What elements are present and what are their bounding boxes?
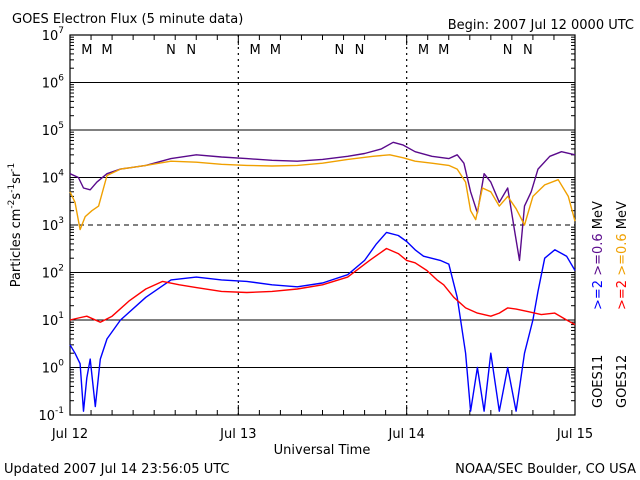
x-axis-label: Universal Time (274, 443, 371, 458)
noon-midnight-marker: M (270, 43, 281, 58)
y-tick-exponent: 0 (58, 359, 64, 369)
noon-midnight-marker: N (186, 43, 196, 58)
series-group (69, 141, 576, 412)
y-tick-base: 10 (42, 124, 59, 139)
y-tick-base: 10 (42, 29, 59, 44)
legend-item: >=0.6 (615, 233, 630, 280)
y-tick-exponent: 2 (58, 264, 64, 274)
y-axis-label: Particles cm-2s-1sr-1 (7, 163, 24, 288)
y-tick-exponent: 5 (58, 121, 64, 131)
noon-midnight-marker: M (81, 43, 92, 58)
y-tick-base: 10 (42, 314, 59, 329)
legend-goes11: GOES11 (591, 355, 606, 408)
y-tick-base: 10 (42, 362, 59, 377)
x-tick-label: Jul 13 (219, 427, 256, 442)
y-tick-label: 105 (42, 121, 64, 139)
y-tick-label: 101 (42, 311, 64, 329)
y-tick-exponent: -1 (55, 406, 64, 416)
begin-time-label: Begin: 2007 Jul 12 0000 UTC (448, 18, 634, 33)
source-label: NOAA/SEC Boulder, CO USA (455, 462, 636, 477)
y-tick-base: 10 (42, 172, 59, 187)
y-tick-base: 10 (38, 409, 55, 424)
legend-item: >=2 (591, 280, 606, 310)
grid-lines (70, 35, 575, 415)
y-tick-exponent: 6 (58, 74, 64, 84)
y-tick-label: 104 (42, 169, 65, 187)
y-axis-label-sr: sr (9, 171, 24, 184)
y-tick-label: 10-1 (38, 406, 64, 424)
y-axis-label-exp3: -1 (7, 163, 17, 172)
x-tick-label: Jul 14 (387, 427, 424, 442)
y-axis-label-s: s (9, 193, 24, 200)
y-tick-label: 107 (42, 26, 64, 44)
y-axis-label-exp1: -2 (7, 200, 17, 209)
legend-item: MeV (591, 201, 606, 233)
y-tick-label: 102 (42, 264, 64, 282)
y-tick-base: 10 (42, 77, 59, 92)
y-tick-exponent: 4 (58, 169, 64, 179)
y-axis-label-base: Particles cm (9, 209, 24, 288)
noon-midnight-marker: M (250, 43, 261, 58)
series-line-goes11-0-6-mev (69, 141, 576, 262)
noon-midnight-marker: N (355, 43, 365, 58)
y-tick-base: 10 (42, 267, 59, 282)
legend-item: >=2 (615, 280, 630, 310)
legend-energy-1: >=2 >=0.6 MeV (591, 201, 606, 310)
y-tick-label: 106 (42, 74, 65, 92)
y-tick-base: 10 (42, 219, 59, 234)
series-line-goes12-2-mev (69, 247, 576, 326)
x-axis-ticks: Jul 12 Jul 13 Jul 14 Jul 15 (51, 35, 593, 442)
noon-midnight-marker: M (101, 43, 112, 58)
series-line-goes11-2-mev (69, 231, 576, 412)
noon-midnight-marker: N (523, 43, 533, 58)
legend-goes12: GOES12 (615, 355, 630, 408)
noon-midnight-marker: N (166, 43, 176, 58)
legend-energy-2: >=2 >=0.6 MeV (615, 201, 630, 310)
noon-midnight-marker: N (334, 43, 344, 58)
chart-title: GOES Electron Flux (5 minute data) (12, 12, 243, 27)
series-line-goes12-0-6-mev (69, 154, 576, 231)
updated-timestamp: Updated 2007 Jul 14 23:56:05 UTC (4, 462, 229, 477)
noon-midnight-marker: M (418, 43, 429, 58)
y-tick-label: 103 (42, 216, 64, 234)
y-tick-exponent: 3 (58, 216, 64, 226)
x-tick-label: Jul 15 (556, 427, 593, 442)
y-axis-label-exp2: -1 (7, 184, 17, 193)
y-tick-exponent: 1 (58, 311, 64, 321)
y-tick-label: 100 (42, 359, 65, 377)
y-tick-exponent: 7 (58, 26, 64, 36)
x-tick-label: Jul 12 (51, 427, 88, 442)
noon-midnight-marker: M (438, 43, 449, 58)
legend-item: MeV (615, 201, 630, 233)
noon-midnight-marker: N (503, 43, 513, 58)
legend-item: >=0.6 (591, 233, 606, 280)
